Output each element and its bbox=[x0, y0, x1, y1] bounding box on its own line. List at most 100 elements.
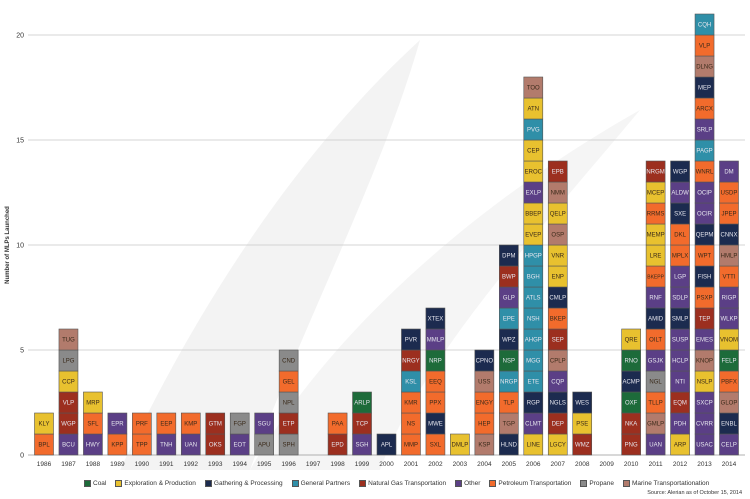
x-tick-label: 2001 bbox=[404, 461, 419, 468]
mlp-ticker-label: ALDW bbox=[671, 191, 689, 197]
mlp-ticker-label: AMID bbox=[648, 317, 664, 323]
mlp-block bbox=[180, 412, 201, 435]
mlp-ticker-label: WGP bbox=[673, 170, 687, 176]
legend-item: General Partners bbox=[291, 480, 350, 487]
mlp-block bbox=[670, 160, 690, 183]
mlp-ticker-label: CLMT bbox=[525, 422, 542, 428]
y-axis-label: Number of MLPs Launched bbox=[5, 206, 11, 284]
mlp-ticker-label: TEP bbox=[699, 317, 711, 323]
mlp-ticker-label: CPLP bbox=[550, 359, 566, 365]
mlp-ticker-label: BCU bbox=[62, 443, 75, 449]
mlp-ticker-label: GEL bbox=[283, 380, 296, 386]
mlp-ticker-label: TNH bbox=[160, 443, 172, 449]
x-tick-label: 1986 bbox=[37, 461, 52, 468]
mlp-ticker-label: PAGP bbox=[696, 149, 712, 155]
mlp-ticker-label: MEMP bbox=[647, 233, 665, 239]
source-note: Source: Alerian as of October 15, 2014 bbox=[647, 490, 742, 496]
mlp-block bbox=[278, 349, 299, 372]
x-tick-label: 2013 bbox=[697, 461, 712, 468]
mlp-block bbox=[572, 391, 593, 414]
mlp-ticker-label: MGG bbox=[526, 359, 541, 365]
y-tick-label: 10 bbox=[16, 243, 24, 250]
mlp-ticker-label: NSP bbox=[503, 359, 515, 365]
mlp-ticker-label: TCP bbox=[356, 422, 368, 428]
mlp-block bbox=[547, 160, 568, 183]
mlp-block bbox=[376, 433, 397, 456]
x-tick-label: 1999 bbox=[355, 461, 370, 468]
mlp-ticker-label: EPE bbox=[503, 317, 515, 323]
legend-item: Exploration & Production bbox=[115, 480, 196, 487]
mlp-block bbox=[352, 391, 372, 414]
mlp-ticker-label: MMLP bbox=[427, 338, 444, 344]
mlp-ticker-label: BKEPP bbox=[647, 275, 664, 281]
y-tick-label: 20 bbox=[16, 33, 24, 40]
legend: Coal Exploration & Production Gathering & … bbox=[84, 480, 709, 487]
mlp-ticker-label: TUG bbox=[62, 338, 75, 344]
legend-label: Petroleum Transportation bbox=[498, 480, 572, 487]
mlp-ticker-label: NGLS bbox=[550, 401, 566, 407]
legend-item: Marine Transportationation bbox=[622, 480, 710, 487]
mlp-ticker-label: DEP bbox=[552, 422, 564, 428]
mlp-ticker-label: PRF bbox=[136, 422, 148, 428]
mlp-ticker-label: LGCY bbox=[550, 443, 566, 449]
mlp-ticker-label: ARP bbox=[674, 443, 686, 449]
mlp-ticker-label: USDP bbox=[721, 191, 738, 197]
legend-label: Marine Transportationation bbox=[631, 480, 710, 487]
legend-item: Coal bbox=[84, 480, 106, 487]
mlp-ticker-label: WNRL bbox=[696, 170, 714, 176]
mlp-ticker-label: RGP bbox=[527, 401, 540, 407]
mlp-ticker-label: ENBL bbox=[721, 422, 737, 428]
x-tick-label: 1990 bbox=[135, 461, 150, 468]
mlp-ticker-label: LINE bbox=[527, 443, 540, 449]
mlp-ticker-label: HWY bbox=[86, 443, 100, 449]
x-tick-label: 1994 bbox=[232, 461, 247, 468]
legend-label: Exploration & Production bbox=[124, 480, 196, 487]
mlp-ticker-label: MPLX bbox=[672, 254, 688, 260]
mlp-ticker-label: HCLP bbox=[672, 359, 688, 365]
mlp-ticker-label: EMES bbox=[696, 338, 713, 344]
mlp-ticker-label: OCIR bbox=[697, 212, 713, 218]
mlp-ticker-label: KLY bbox=[39, 422, 50, 428]
mlp-block bbox=[205, 412, 226, 435]
mlp-block bbox=[645, 160, 666, 183]
mlp-ticker-label: DLNG bbox=[696, 65, 713, 71]
mlp-block bbox=[401, 328, 421, 351]
mlp-ticker-label: KMR bbox=[404, 401, 418, 407]
mlp-ticker-label: APU bbox=[258, 443, 270, 449]
legend-swatch bbox=[291, 480, 299, 487]
mlp-ticker-label: APL bbox=[381, 443, 393, 449]
mlp-ticker-label: WLKP bbox=[720, 317, 737, 323]
mlp-ticker-label: NS bbox=[407, 422, 415, 428]
mlp-ticker-label: CNNX bbox=[720, 233, 737, 239]
mlp-ticker-label: UAN bbox=[184, 443, 197, 449]
mlp-ticker-label: TLP bbox=[503, 401, 514, 407]
mlp-ticker-label: VNOM bbox=[720, 338, 738, 344]
x-tick-label: 2005 bbox=[502, 461, 517, 468]
mlp-ticker-label: PAA bbox=[332, 422, 344, 428]
mlp-ticker-label: PBFX bbox=[721, 380, 737, 386]
mlp-ticker-label: SXL bbox=[430, 443, 442, 449]
mlp-ticker-label: ATN bbox=[528, 107, 540, 113]
mlp-ticker-label: SGU bbox=[258, 422, 271, 428]
mlp-ticker-label: WPZ bbox=[502, 338, 516, 344]
mlp-block bbox=[327, 412, 348, 435]
mlp-ticker-label: USS bbox=[478, 380, 490, 386]
mlp-ticker-label: SRLP bbox=[697, 128, 713, 134]
legend-item: Propane bbox=[580, 480, 614, 487]
mlp-ticker-label: LPG bbox=[62, 359, 74, 365]
mlp-ticker-label: OILT bbox=[649, 338, 662, 344]
mlp-ticker-label: WMZ bbox=[575, 443, 590, 449]
mlp-ticker-label: BBEP bbox=[525, 212, 541, 218]
mlp-ticker-label: EOT bbox=[234, 443, 247, 449]
legend-item: Natural Gas Transportation bbox=[359, 480, 446, 487]
mlp-block bbox=[254, 412, 274, 435]
mlp-ticker-label: SEP bbox=[552, 338, 564, 344]
x-tick-label: 2002 bbox=[428, 461, 443, 468]
mlp-ticker-label: CMLP bbox=[549, 296, 566, 302]
legend-label: Other bbox=[464, 480, 481, 487]
mlp-ticker-label: PVR bbox=[405, 338, 418, 344]
mlp-block bbox=[450, 433, 470, 456]
y-tick-label: 15 bbox=[16, 138, 24, 145]
legend-label: Gathering & Processing bbox=[213, 480, 283, 487]
mlp-ticker-label: ATLS bbox=[526, 296, 541, 302]
